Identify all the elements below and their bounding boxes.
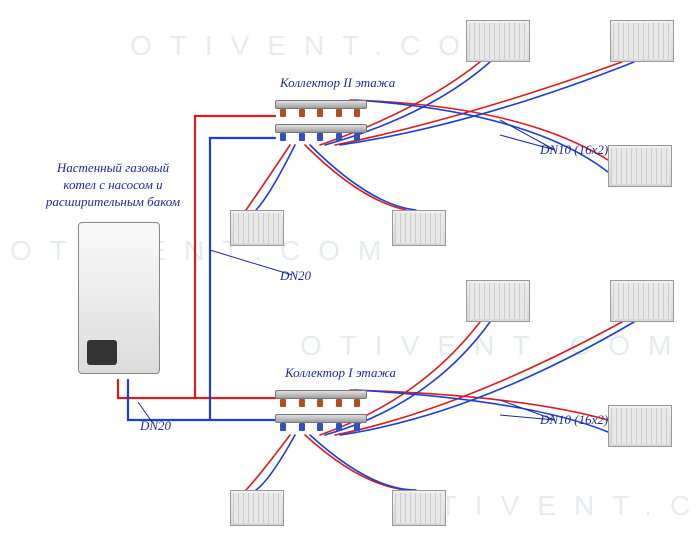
manifold-floor-1 (275, 390, 365, 435)
radiator (610, 280, 674, 322)
radiator (230, 490, 284, 526)
dn10-upper-label: DN10 (16x2) (540, 142, 608, 159)
gas-boiler (78, 222, 160, 374)
radiator (392, 490, 446, 526)
radiator (230, 210, 284, 246)
radiator (466, 280, 530, 322)
dn20-upper-label: DN20 (280, 268, 311, 285)
boiler-label: Настенный газовыйкотел с насосом ирасшир… (28, 160, 198, 211)
dn10-lower-label: DN10 (16x2) (540, 412, 608, 429)
manifold-floor-2 (275, 100, 365, 145)
radiator (392, 210, 446, 246)
collector-floor2-label: Коллектор II этажа (280, 75, 395, 92)
dn20-lower-label: DN20 (140, 418, 171, 435)
radiator (466, 20, 530, 62)
collector-floor1-label: Коллектор I этажа (285, 365, 396, 382)
radiator (610, 20, 674, 62)
radiator (608, 405, 672, 447)
radiator (608, 145, 672, 187)
